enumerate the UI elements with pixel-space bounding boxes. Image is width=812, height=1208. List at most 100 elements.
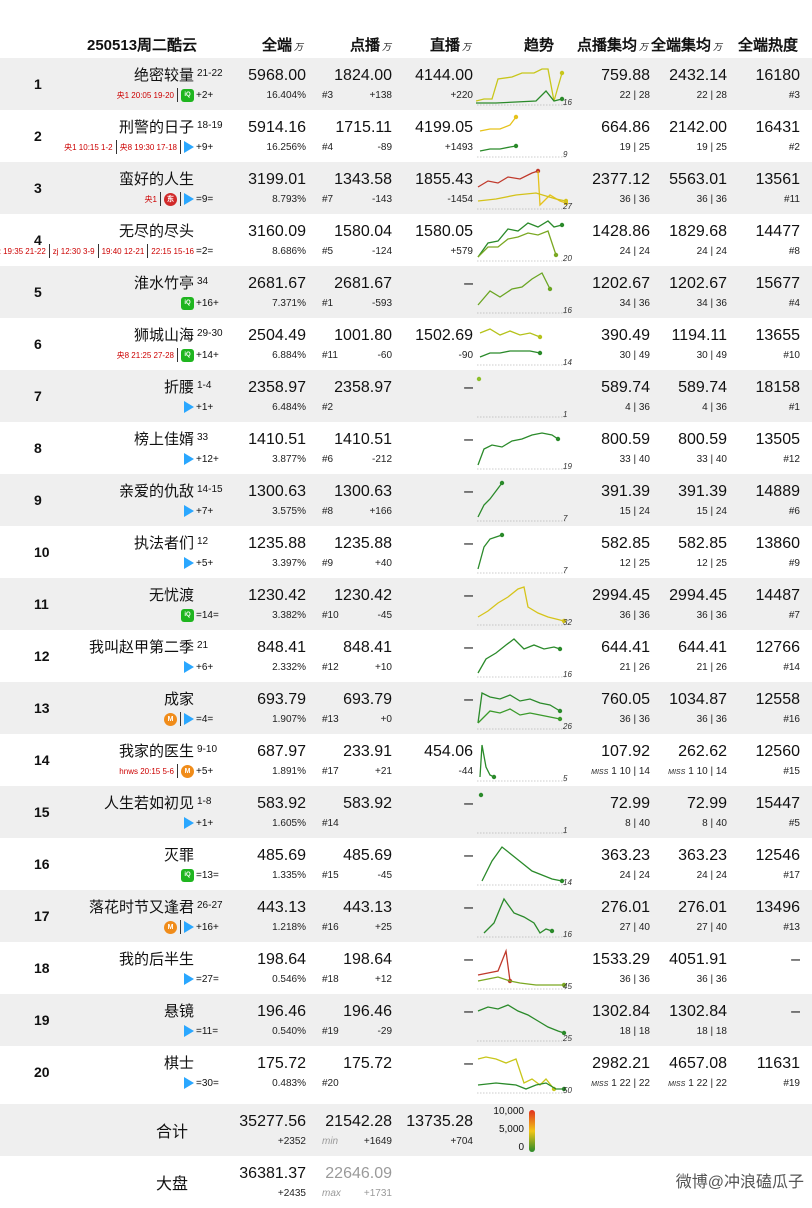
trend-sparkline — [477, 744, 566, 782]
drama-title[interactable]: 人生若如初见 — [103, 795, 194, 812]
trend-sparkline — [477, 586, 567, 626]
rank-number: 3 — [34, 180, 42, 196]
trend-episode: 1 — [563, 826, 568, 835]
vod-change: -29 — [377, 1026, 392, 1037]
avg-all-sub: 18 | 18 — [696, 1026, 727, 1037]
trend-line — [477, 220, 563, 258]
drama-title[interactable]: 我的后半生 — [118, 951, 194, 968]
drama-title[interactable]: 亲爱的仇敌 — [118, 483, 194, 500]
drama-title[interactable]: 淮水竹亭 — [133, 275, 194, 292]
drama-title[interactable]: 执法者们 — [133, 535, 194, 552]
heat-rank: #4 — [788, 298, 800, 309]
all-platform-value: 3199.01 — [248, 171, 306, 188]
heat-rank: #17 — [783, 870, 800, 881]
market-vod: 22646.09 — [325, 1165, 392, 1182]
trend-chart — [476, 1049, 568, 1095]
heat-rank: #6 — [788, 506, 800, 517]
avg-all-sub: 19 | 25 — [696, 142, 727, 153]
drama-title[interactable]: 灭罪 — [163, 847, 194, 864]
trend-line — [477, 192, 567, 202]
drama-title[interactable]: 刑警的日子 — [118, 119, 194, 136]
rank-number: 7 — [34, 388, 42, 404]
live-change: +579 — [450, 246, 473, 257]
all-platform-value: 1230.42 — [248, 587, 306, 604]
episode-range: 33 — [197, 432, 209, 443]
header-vod: 点播万 — [350, 37, 392, 54]
rank-change: +16+ — [196, 922, 219, 933]
avg-all-value: 1194.11 — [671, 327, 727, 344]
trend-chart — [476, 893, 568, 939]
trend-line — [479, 350, 541, 358]
live-value: – — [464, 275, 473, 292]
avg-vod-sub: 21 | 26 — [619, 662, 650, 673]
total-all: 35277.56 — [239, 1113, 306, 1130]
rank-change: =27= — [196, 974, 219, 985]
avg-vod-sub: MISS 1 22 | 22 — [591, 1078, 650, 1089]
heat-rank: #3 — [788, 90, 800, 101]
broadcast-slot: sz 19:35 21-22 — [0, 246, 46, 256]
heat-rank: #11 — [784, 194, 800, 205]
all-platform-value: 1300.63 — [248, 483, 306, 500]
trend-line — [477, 692, 561, 724]
drama-title[interactable]: 折腰 — [163, 379, 194, 396]
drama-title[interactable]: 无尽的尽头 — [118, 223, 194, 240]
header-live: 直播万 — [430, 37, 472, 54]
avg-vod-value: 2377.12 — [592, 171, 650, 188]
avg-vod-sub: 4 | 36 — [625, 402, 650, 413]
trend-chart — [476, 477, 568, 523]
platform-info — [184, 450, 194, 468]
trend-line — [477, 976, 564, 986]
trend-chart — [476, 581, 568, 627]
drama-title[interactable]: 棋士 — [163, 1055, 194, 1072]
avg-vod-value: 72.99 — [609, 795, 650, 812]
avg-all-value: 1302.84 — [669, 1003, 727, 1020]
all-platform-value: 175.72 — [257, 1055, 306, 1072]
table-row: 15 人生若如初见 1-8 +1+ 583.92 1.605% 583.92 #14 – 1 72.… — [0, 786, 812, 838]
iqiyi-logo-icon: iQ — [181, 296, 194, 310]
market-share: 1.907% — [272, 714, 306, 725]
heat-rank: #19 — [783, 1078, 800, 1089]
trend-chart — [476, 841, 568, 887]
platform-info: 央1 东 — [145, 190, 194, 208]
drama-title[interactable]: 绝密较量 — [133, 67, 194, 84]
trend-endpoint — [513, 143, 519, 149]
trend-line — [475, 68, 563, 102]
episode-range: 1-8 — [197, 796, 212, 807]
trend-chart — [476, 737, 568, 783]
rank-number: 9 — [34, 492, 42, 508]
drama-title[interactable]: 我家的医生 — [118, 743, 194, 760]
episode-range: 34 — [197, 276, 209, 287]
rank-number: 19 — [34, 1012, 50, 1028]
iqiyi-logo-icon: iQ — [181, 868, 194, 882]
drama-title[interactable]: 榜上佳婿 — [133, 431, 194, 448]
broadcast-slot: 22:15 15-16 — [151, 246, 194, 256]
drama-title[interactable]: 蛮好的人生 — [118, 171, 194, 188]
avg-vod-sub: 15 | 24 — [619, 506, 650, 517]
heat-value: 13496 — [755, 899, 801, 916]
avg-all-sub: 4 | 36 — [702, 402, 727, 413]
avg-all-sub: 36 | 36 — [696, 194, 727, 205]
trend-chart — [475, 61, 568, 107]
ranking-table: 1 绝密较量 21-22 央1 20:05 19-20 iQ +2+ 5968.00 16.4… — [0, 58, 812, 1098]
all-platform-value: 2358.97 — [248, 379, 306, 396]
trend-sparkline — [477, 1004, 567, 1042]
drama-title[interactable]: 我叫赵甲第二季 — [88, 639, 194, 656]
trend-sparkline — [477, 432, 566, 470]
platform-info — [184, 1022, 194, 1040]
live-change: -44 — [458, 766, 473, 777]
total-live-change: +704 — [450, 1136, 473, 1147]
drama-title[interactable]: 悬镜 — [163, 1003, 194, 1020]
drama-title[interactable]: 狮城山海 — [133, 327, 194, 344]
platform-info — [184, 554, 194, 572]
table-row: 17 落花时节又逢君 26-27 M +16+ 443.13 1.218% 443.13 #16… — [0, 890, 812, 942]
live-value: – — [464, 639, 473, 656]
avg-vod-value: 589.74 — [601, 379, 650, 396]
trend-chart — [476, 997, 568, 1043]
tencent-video-logo-icon — [184, 921, 194, 933]
total-row: 合计 35277.56 +2352 21542.28 min +1649 137… — [0, 1104, 812, 1156]
avg-vod-sub: 36 | 36 — [619, 714, 650, 725]
drama-title[interactable]: 无忧渡 — [148, 587, 194, 604]
drama-title[interactable]: 成家 — [163, 691, 194, 708]
drama-title[interactable]: 落花时节又逢君 — [88, 899, 194, 916]
heat-value: 18158 — [755, 379, 801, 396]
